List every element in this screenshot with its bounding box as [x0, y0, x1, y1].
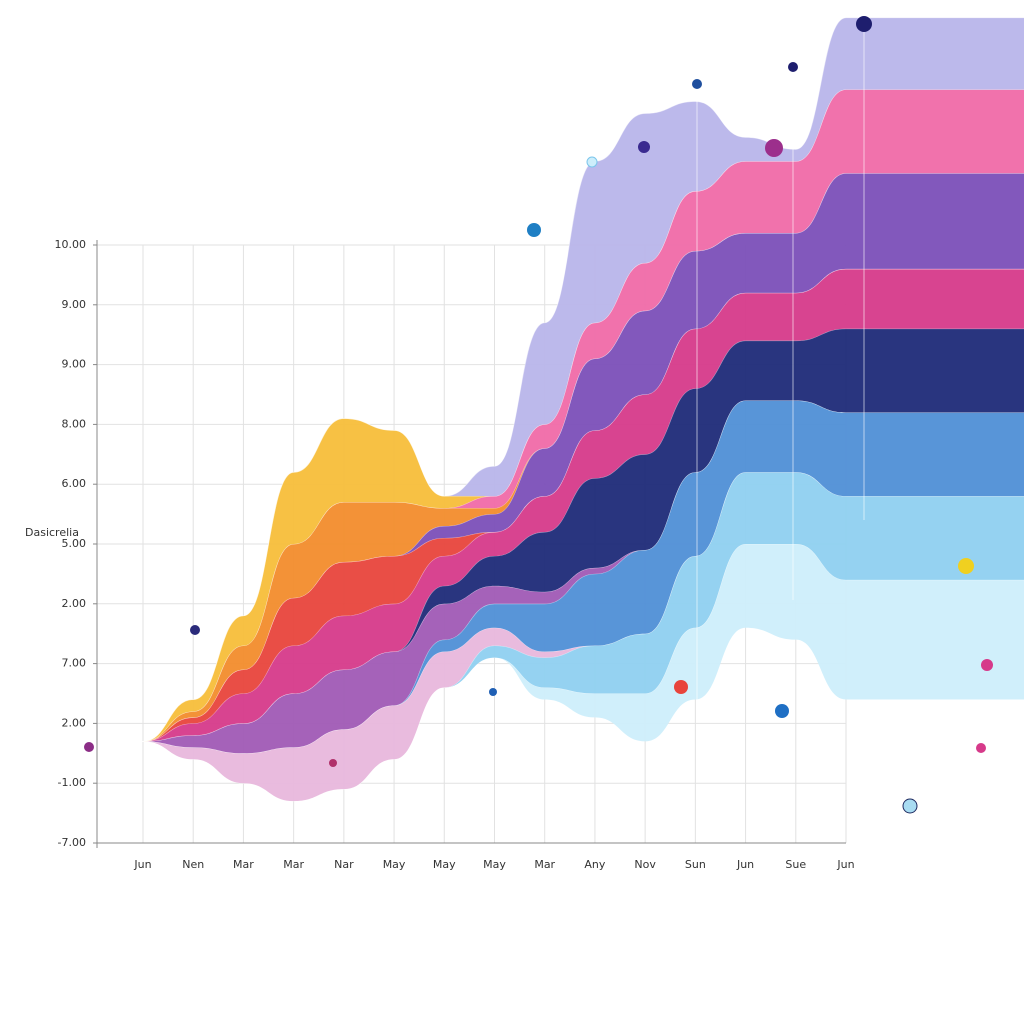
x-tick-label: Nov [634, 858, 656, 871]
x-tick-label: May [383, 858, 406, 871]
x-tick-label: May [433, 858, 456, 871]
dot [976, 743, 986, 753]
decorations [84, 16, 993, 814]
x-tick-label: Jun [133, 858, 151, 871]
x-tick-label: Any [584, 858, 605, 871]
stream-layer [100, 544, 1024, 802]
stream-layer [100, 472, 1024, 802]
streams [100, 17, 1024, 802]
dot [674, 680, 688, 694]
dot [958, 558, 974, 574]
y-tick-label: -7.00 [58, 836, 86, 849]
dot [190, 625, 200, 635]
x-tick-label: Jun [836, 858, 854, 871]
y-tick-label: 9.00 [62, 298, 87, 311]
stream-layer [100, 173, 1024, 742]
x-tick-label: Mar [233, 858, 254, 871]
stream-layer [100, 328, 1024, 742]
x-tick-label: May [483, 858, 506, 871]
dot [765, 139, 783, 157]
dot [638, 141, 650, 153]
dot [527, 223, 541, 237]
dot [902, 798, 918, 814]
y-tick-label: 2.00 [62, 597, 87, 610]
y-tick-label: 5.00 [62, 537, 87, 550]
dot [329, 759, 337, 767]
stream-edge [100, 17, 1024, 742]
x-tick-label: Mar [534, 858, 555, 871]
x-tick-label: Nen [182, 858, 204, 871]
y-tick-label: 6.00 [62, 477, 87, 490]
dot [981, 659, 993, 671]
y-axis-title: Dasicrelia [25, 526, 79, 539]
dot [489, 688, 497, 696]
stream-layer [100, 89, 1024, 742]
y-tick-label: -1.00 [58, 776, 86, 789]
stream-layer [100, 400, 1024, 754]
dot [856, 16, 872, 32]
y-tick-label: 10.00 [55, 238, 87, 251]
y-tick-label: 9.00 [62, 358, 87, 371]
x-tick-label: Jun [736, 858, 754, 871]
x-tick-label: Nar [334, 858, 354, 871]
axes [96, 240, 846, 848]
dot [788, 62, 798, 72]
y-tick-label: 7.00 [62, 657, 87, 670]
dot [692, 79, 702, 89]
labels: 10.00 9.00 9.00 8.00 6.00 5.00 2.00 7.00 2.00 -1.… [55, 238, 855, 871]
stream-layer [100, 268, 1024, 742]
x-tick-label: Mar [283, 858, 304, 871]
dot [84, 742, 94, 752]
x-tick-label: Sue [785, 858, 806, 871]
x-tick-label: Sun [685, 858, 706, 871]
y-tick-label: 2.00 [62, 716, 87, 729]
y-tick-label: 8.00 [62, 417, 87, 430]
dot [586, 156, 598, 168]
dot [775, 704, 789, 718]
stream-layer [100, 17, 1024, 742]
